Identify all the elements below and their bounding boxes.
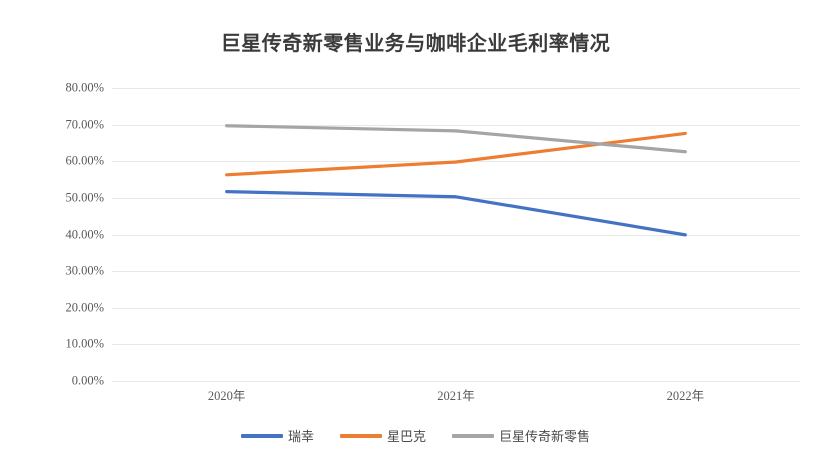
- series-line: [225, 190, 687, 237]
- plot-area: [112, 88, 800, 382]
- x-tick-label: 2022年: [666, 389, 705, 403]
- series-layer: [225, 124, 687, 237]
- legend-swatch-icon: [339, 433, 382, 438]
- y-tick-label: 20.00%: [65, 300, 104, 315]
- series-line: [225, 124, 687, 154]
- gridline: [112, 88, 800, 89]
- gridline: [112, 124, 800, 126]
- x-tick-label: 2020年: [207, 389, 246, 403]
- legend-item[interactable]: 巨星传奇新零售: [452, 426, 590, 445]
- legend-swatch-icon: [240, 433, 283, 438]
- y-tick-label: 60.00%: [65, 153, 104, 168]
- x-tick-label: 2021年: [437, 389, 475, 403]
- gridline: [112, 344, 800, 346]
- gridline: [112, 381, 800, 382]
- legend-label: 星巴克: [386, 429, 426, 444]
- legend-item[interactable]: 瑞幸: [240, 426, 314, 445]
- y-tick-label: 0.00%: [71, 373, 104, 388]
- gridline: [112, 234, 800, 236]
- y-axis: 0.00% 10.00% 20.00% 30.00% 40.00% 50.00% 60.00…: [0, 81, 104, 388]
- gridline: [112, 307, 800, 309]
- x-axis: 2020年 2021年 2022年: [112, 385, 800, 405]
- y-tick-label: 80.00%: [65, 80, 104, 95]
- y-tick-label: 50.00%: [65, 190, 104, 205]
- gridline: [112, 271, 800, 273]
- legend-label: 巨星传奇新零售: [499, 429, 591, 444]
- y-tick-label: 70.00%: [65, 117, 104, 132]
- chart-title: 巨星传奇新零售业务与咖啡企业毛利率情况: [220, 33, 611, 55]
- legend-label: 瑞幸: [287, 429, 314, 444]
- y-tick-label: 10.00%: [65, 336, 104, 351]
- legend-swatch-icon: [452, 433, 494, 438]
- y-tick-label: 30.00%: [65, 263, 104, 278]
- legend-item[interactable]: 星巴克: [339, 426, 426, 445]
- chart-legend: 瑞幸 星巴克 巨星传奇新零售: [0, 426, 831, 445]
- y-tick-label: 40.00%: [65, 227, 104, 241]
- series-line: [225, 131, 687, 177]
